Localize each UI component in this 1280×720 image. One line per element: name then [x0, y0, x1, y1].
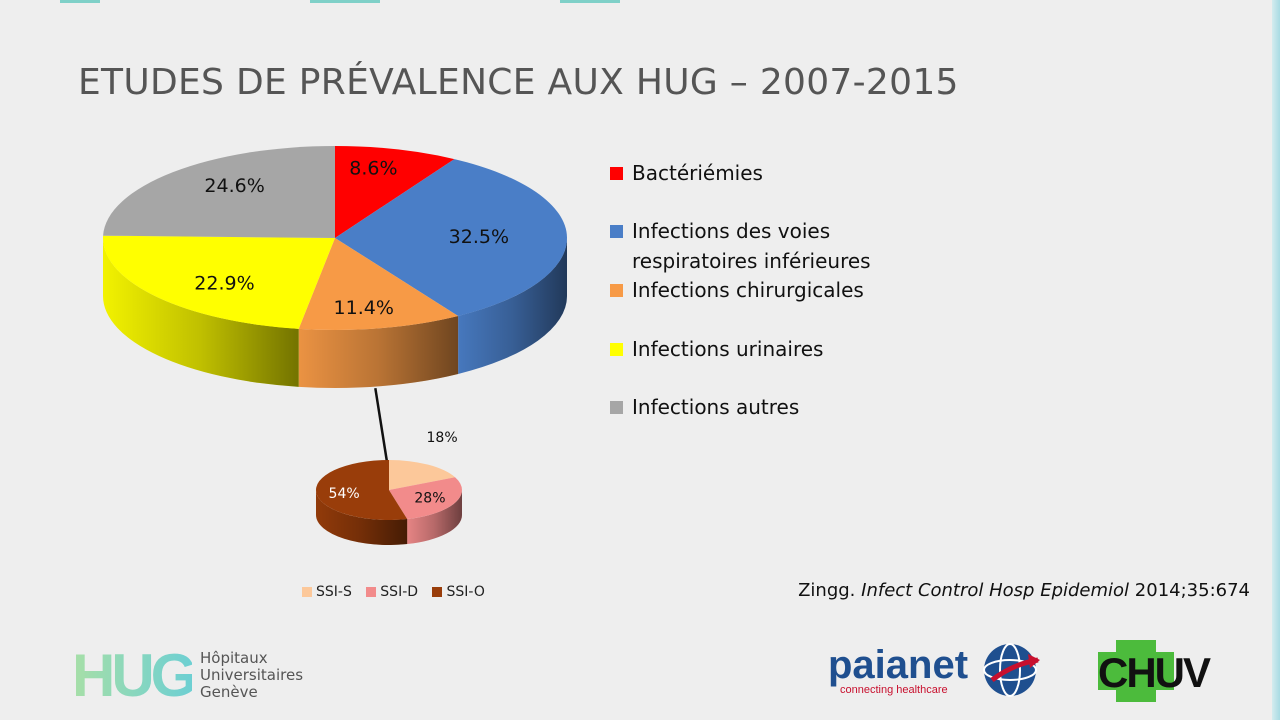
main-pie-label-infections-chirurgicales: 11.4%: [334, 297, 394, 319]
sub-legend: SSI-S SSI-D SSI-O: [302, 584, 495, 600]
sub-legend-swatch: [432, 587, 443, 597]
sub-pie-label-ssi-s: 18%: [427, 430, 458, 446]
sub-pie-slice-ssi-o: [316, 460, 408, 520]
sub-legend-label: SSI-D: [380, 584, 419, 600]
main-pie-label-bacteriemies: 8.6%: [349, 157, 397, 179]
hug-logo-text: Hôpitaux Universitaires Genève: [200, 650, 303, 701]
paianet-logo-name: paianet: [828, 643, 968, 687]
legend-swatch: [610, 167, 623, 180]
slide-edge-decoration: [1272, 0, 1280, 720]
sub-pie-label-ssi-d: 28%: [414, 490, 445, 506]
chuv-cross-icon: [1098, 640, 1174, 702]
main-pie-side: [102, 238, 567, 388]
data-labels: 8.6% 32.5% 11.4% 22.9% 24.6% 18% 28% 54%: [194, 157, 509, 506]
sub-legend-label: SSI-S: [316, 584, 352, 600]
sub-legend-swatch: [366, 587, 377, 597]
sub-legend-item-ssi-o: SSI-O: [432, 584, 485, 600]
legend-swatch: [610, 225, 623, 238]
top-strip-decoration: [560, 0, 620, 3]
legend-item-urinaires: Infections urinaires: [610, 334, 823, 364]
citation-journal: Infect Control Hosp Epidemiol: [861, 580, 1130, 601]
main-pie-side-infections-des-voies-respiratoires-inferieures: [458, 238, 567, 374]
sub-legend-item-ssi-s: SSI-S: [302, 584, 352, 600]
legend-item-chirurgicales: Infections chirurgicales: [610, 275, 864, 305]
sub-pie-slice-ssi-s: [389, 460, 456, 490]
legend-item-bacteriemies: Bactériémies: [610, 158, 763, 188]
paianet-logo: paianet connecting healthcare: [828, 643, 1040, 697]
sub-legend-label: SSI-O: [446, 584, 485, 600]
slide-title: ETUDES DE PRÉVALENCE AUX HUG – 2007-2015: [78, 62, 959, 103]
hug-logo-mark: HUG: [72, 648, 192, 700]
legend-label: Bactériémies: [632, 161, 763, 185]
main-pie-slice-infections-des-voies-respiratoires-inferieures: [335, 159, 567, 316]
legend-label: Infections des voies: [632, 219, 831, 243]
top-strip-decoration: [60, 0, 100, 3]
legend-label: Infections autres: [632, 395, 800, 419]
citation: Zingg. Infect Control Hosp Epidemiol 201…: [798, 580, 1250, 601]
main-pie-side-infections-urinaires: [102, 238, 299, 387]
sub-legend-item-ssi-d: SSI-D: [366, 584, 418, 600]
legend-label: Infections chirurgicales: [632, 278, 864, 302]
main-pie-slice-bacteriemies: [335, 146, 455, 238]
paianet-logo-tagline: connecting healthcare: [840, 684, 948, 696]
main-pie-side-infections-chirurgicales: [298, 315, 459, 388]
main-pie-label-infections-urinaires: 22.9%: [194, 272, 254, 294]
hug-logo: HUG: [72, 648, 192, 700]
pie-connector-line: [374, 387, 389, 463]
legend-label: Infections urinaires: [632, 337, 824, 361]
legend-label-line2: respiratoires inférieures: [632, 249, 871, 273]
globe-icon: [983, 643, 1040, 697]
main-pie-label-infections-autres: 24.6%: [204, 175, 264, 197]
sub-pie-slice-ssi-d: [389, 477, 462, 520]
hug-logo-line: Genève: [200, 683, 258, 701]
sub-pie-label-ssi-o: 54%: [329, 486, 360, 502]
citation-author: Zingg.: [798, 580, 856, 601]
main-pie-slice-infections-urinaires: [103, 235, 335, 329]
sub-legend-swatch: [302, 587, 312, 597]
sub-pie-side-ssi-d: [407, 490, 462, 545]
legend-swatch: [610, 284, 623, 297]
main-pie-slice-infections-autres: [103, 146, 335, 238]
top-strip-decoration: [310, 0, 380, 3]
legend-swatch: [610, 401, 623, 414]
sub-pie-top: [316, 460, 462, 520]
sub-pie-side-ssi-o: [316, 490, 408, 545]
main-pie-slice-infections-chirurgicales: [298, 238, 459, 331]
legend-item-autres: Infections autres: [610, 392, 799, 422]
main-pie-label-infections-des-voies-respiratoires-inferieures: 32.5%: [449, 226, 509, 248]
legend-item-respiratoires: Infections des voies respiratoires infér…: [610, 216, 871, 276]
legend-swatch: [610, 343, 623, 356]
main-pie-top: [103, 146, 567, 331]
citation-ref: 2014;35:674: [1134, 580, 1250, 601]
hug-logo-line: Hôpitaux: [200, 649, 268, 667]
chuv-logo: CHUV: [1098, 640, 1213, 702]
chuv-logo-name: CHUV: [1098, 649, 1211, 696]
hug-logo-line: Universitaires: [200, 666, 304, 684]
sub-pie-side: [316, 490, 462, 545]
